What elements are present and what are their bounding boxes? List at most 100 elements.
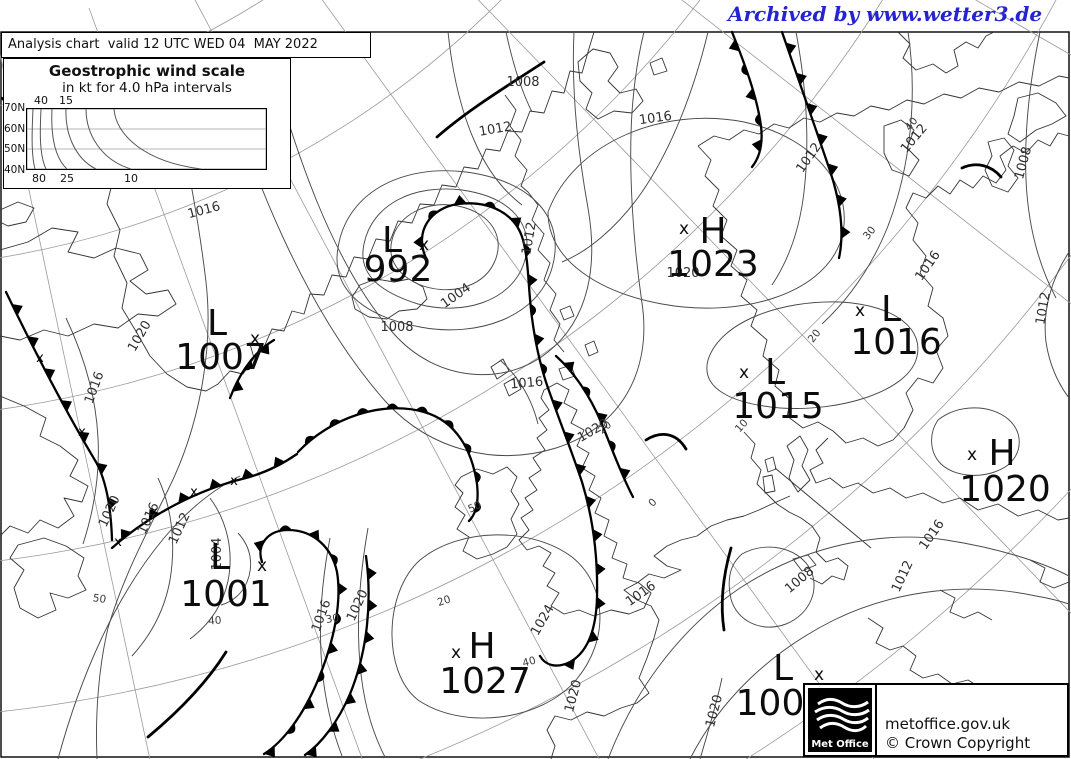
coastline bbox=[0, 395, 89, 537]
pressure-center-value: 1020 bbox=[959, 469, 1051, 510]
front-symbol bbox=[243, 359, 253, 371]
coastline bbox=[503, 376, 522, 397]
front-symbol bbox=[253, 539, 265, 553]
isobar-label: 1020 bbox=[562, 678, 585, 714]
front-symbol bbox=[308, 529, 320, 541]
met-office-logo-label: Met Office bbox=[811, 739, 869, 750]
front-symbol bbox=[328, 721, 340, 732]
coastline bbox=[649, 57, 668, 76]
isobar bbox=[209, 31, 645, 456]
wind-scale-bottom-value: 10 bbox=[124, 172, 138, 185]
pressure-center-letter: L bbox=[773, 648, 793, 689]
front-symbol bbox=[510, 217, 522, 229]
trough-line bbox=[146, 650, 228, 739]
cold-front-weakening bbox=[110, 452, 299, 550]
front-symbol bbox=[264, 746, 275, 758]
frontolysis-cross: x bbox=[114, 535, 122, 550]
coastline bbox=[0, 227, 177, 341]
front-symbol bbox=[96, 462, 108, 475]
wind-scale-diagram bbox=[26, 108, 267, 170]
isobar-label: 1016 bbox=[82, 370, 107, 406]
pressure-center-value: 1023 bbox=[667, 244, 759, 285]
wind-scale-box: Geostrophic wind scale in kt for 4.0 hPa… bbox=[3, 58, 291, 189]
pressure-center-letter: L bbox=[382, 220, 402, 261]
grid-label: 50 bbox=[466, 499, 483, 516]
isobar bbox=[699, 677, 723, 759]
front-symbol bbox=[796, 72, 807, 85]
isobar-label: 1008 bbox=[1012, 145, 1035, 181]
coastline bbox=[584, 340, 599, 357]
isobar bbox=[1025, 31, 1057, 299]
wind-scale-lat-60n: 60N bbox=[4, 123, 26, 135]
front-symbol bbox=[453, 194, 467, 205]
pressure-center-value: 1015 bbox=[732, 386, 824, 427]
front-symbol bbox=[575, 463, 587, 476]
trough-line bbox=[720, 546, 733, 632]
isobar-label: 1016 bbox=[912, 248, 943, 284]
coastline bbox=[764, 456, 777, 473]
met-office-logo: Met Office bbox=[808, 688, 872, 752]
coastline bbox=[762, 474, 776, 494]
front-symbol bbox=[728, 39, 740, 52]
coastline-ireland bbox=[454, 466, 520, 560]
met-office-waves-icon bbox=[814, 697, 870, 733]
front-symbol bbox=[785, 42, 797, 55]
trough-line bbox=[435, 60, 546, 139]
isobar bbox=[336, 170, 556, 331]
pressure-center-letter: L bbox=[765, 352, 785, 393]
coastline bbox=[939, 589, 993, 621]
isobar-label: 1020 bbox=[125, 318, 155, 354]
coastline bbox=[559, 305, 575, 321]
front-symbol bbox=[806, 102, 818, 116]
isobar-label: 1004 bbox=[438, 280, 474, 311]
wind-scale-bottom-value: 25 bbox=[60, 172, 74, 185]
coastlines-layer bbox=[0, 31, 1070, 759]
isobar bbox=[706, 301, 919, 409]
grid-label: 20 bbox=[436, 593, 452, 609]
front-symbol bbox=[367, 567, 377, 580]
coastline-britain bbox=[518, 382, 652, 617]
pressure-center-cross: x bbox=[814, 665, 824, 685]
frontolysis-cross: x bbox=[190, 485, 198, 500]
front-symbol bbox=[78, 431, 90, 443]
frontolysis-cross: x bbox=[36, 351, 44, 366]
grid-label: 40 bbox=[208, 615, 222, 628]
front-symbol bbox=[120, 528, 132, 541]
grid-label: 0 bbox=[646, 496, 659, 509]
coastline bbox=[490, 358, 510, 380]
wind-scale-top-value: 15 bbox=[59, 94, 73, 107]
front-symbol bbox=[60, 400, 72, 412]
pressure-center-value: 1027 bbox=[439, 661, 531, 702]
coastline-baltic bbox=[832, 132, 1070, 447]
isobar bbox=[447, 31, 523, 206]
front-symbol bbox=[356, 408, 370, 415]
front-symbol bbox=[563, 658, 576, 670]
grid-label: 30 bbox=[325, 612, 340, 626]
pressure-center-value: 992 bbox=[364, 249, 433, 290]
front-symbol bbox=[563, 431, 575, 444]
front-symbol bbox=[317, 670, 325, 683]
met-office-url: metoffice.gov.uk bbox=[885, 715, 1011, 734]
front-symbol bbox=[330, 553, 338, 566]
isobar-label: 1024 bbox=[528, 602, 558, 638]
front-symbol bbox=[44, 368, 56, 380]
front-symbol bbox=[443, 420, 454, 430]
wind-scale-lat-50n: 50N bbox=[4, 143, 26, 155]
front-symbol bbox=[345, 692, 357, 705]
grid-label: 40 bbox=[521, 655, 537, 670]
pressure-center-value: 1016 bbox=[850, 322, 942, 363]
coastline bbox=[1007, 92, 1067, 143]
front-symbol bbox=[304, 435, 316, 445]
front-symbol bbox=[588, 630, 599, 643]
met-office-logo-cell: Met Office bbox=[805, 685, 877, 755]
isobars-layer bbox=[57, 31, 1070, 759]
coastline bbox=[984, 137, 1019, 193]
front-symbol bbox=[585, 495, 597, 509]
front-symbol bbox=[754, 113, 762, 127]
isobar-label: 1012 bbox=[793, 140, 824, 176]
coastline-italy bbox=[743, 431, 849, 585]
pressure-center-cross: x bbox=[419, 235, 429, 255]
front-symbol bbox=[534, 333, 545, 347]
front-symbol bbox=[364, 630, 375, 644]
